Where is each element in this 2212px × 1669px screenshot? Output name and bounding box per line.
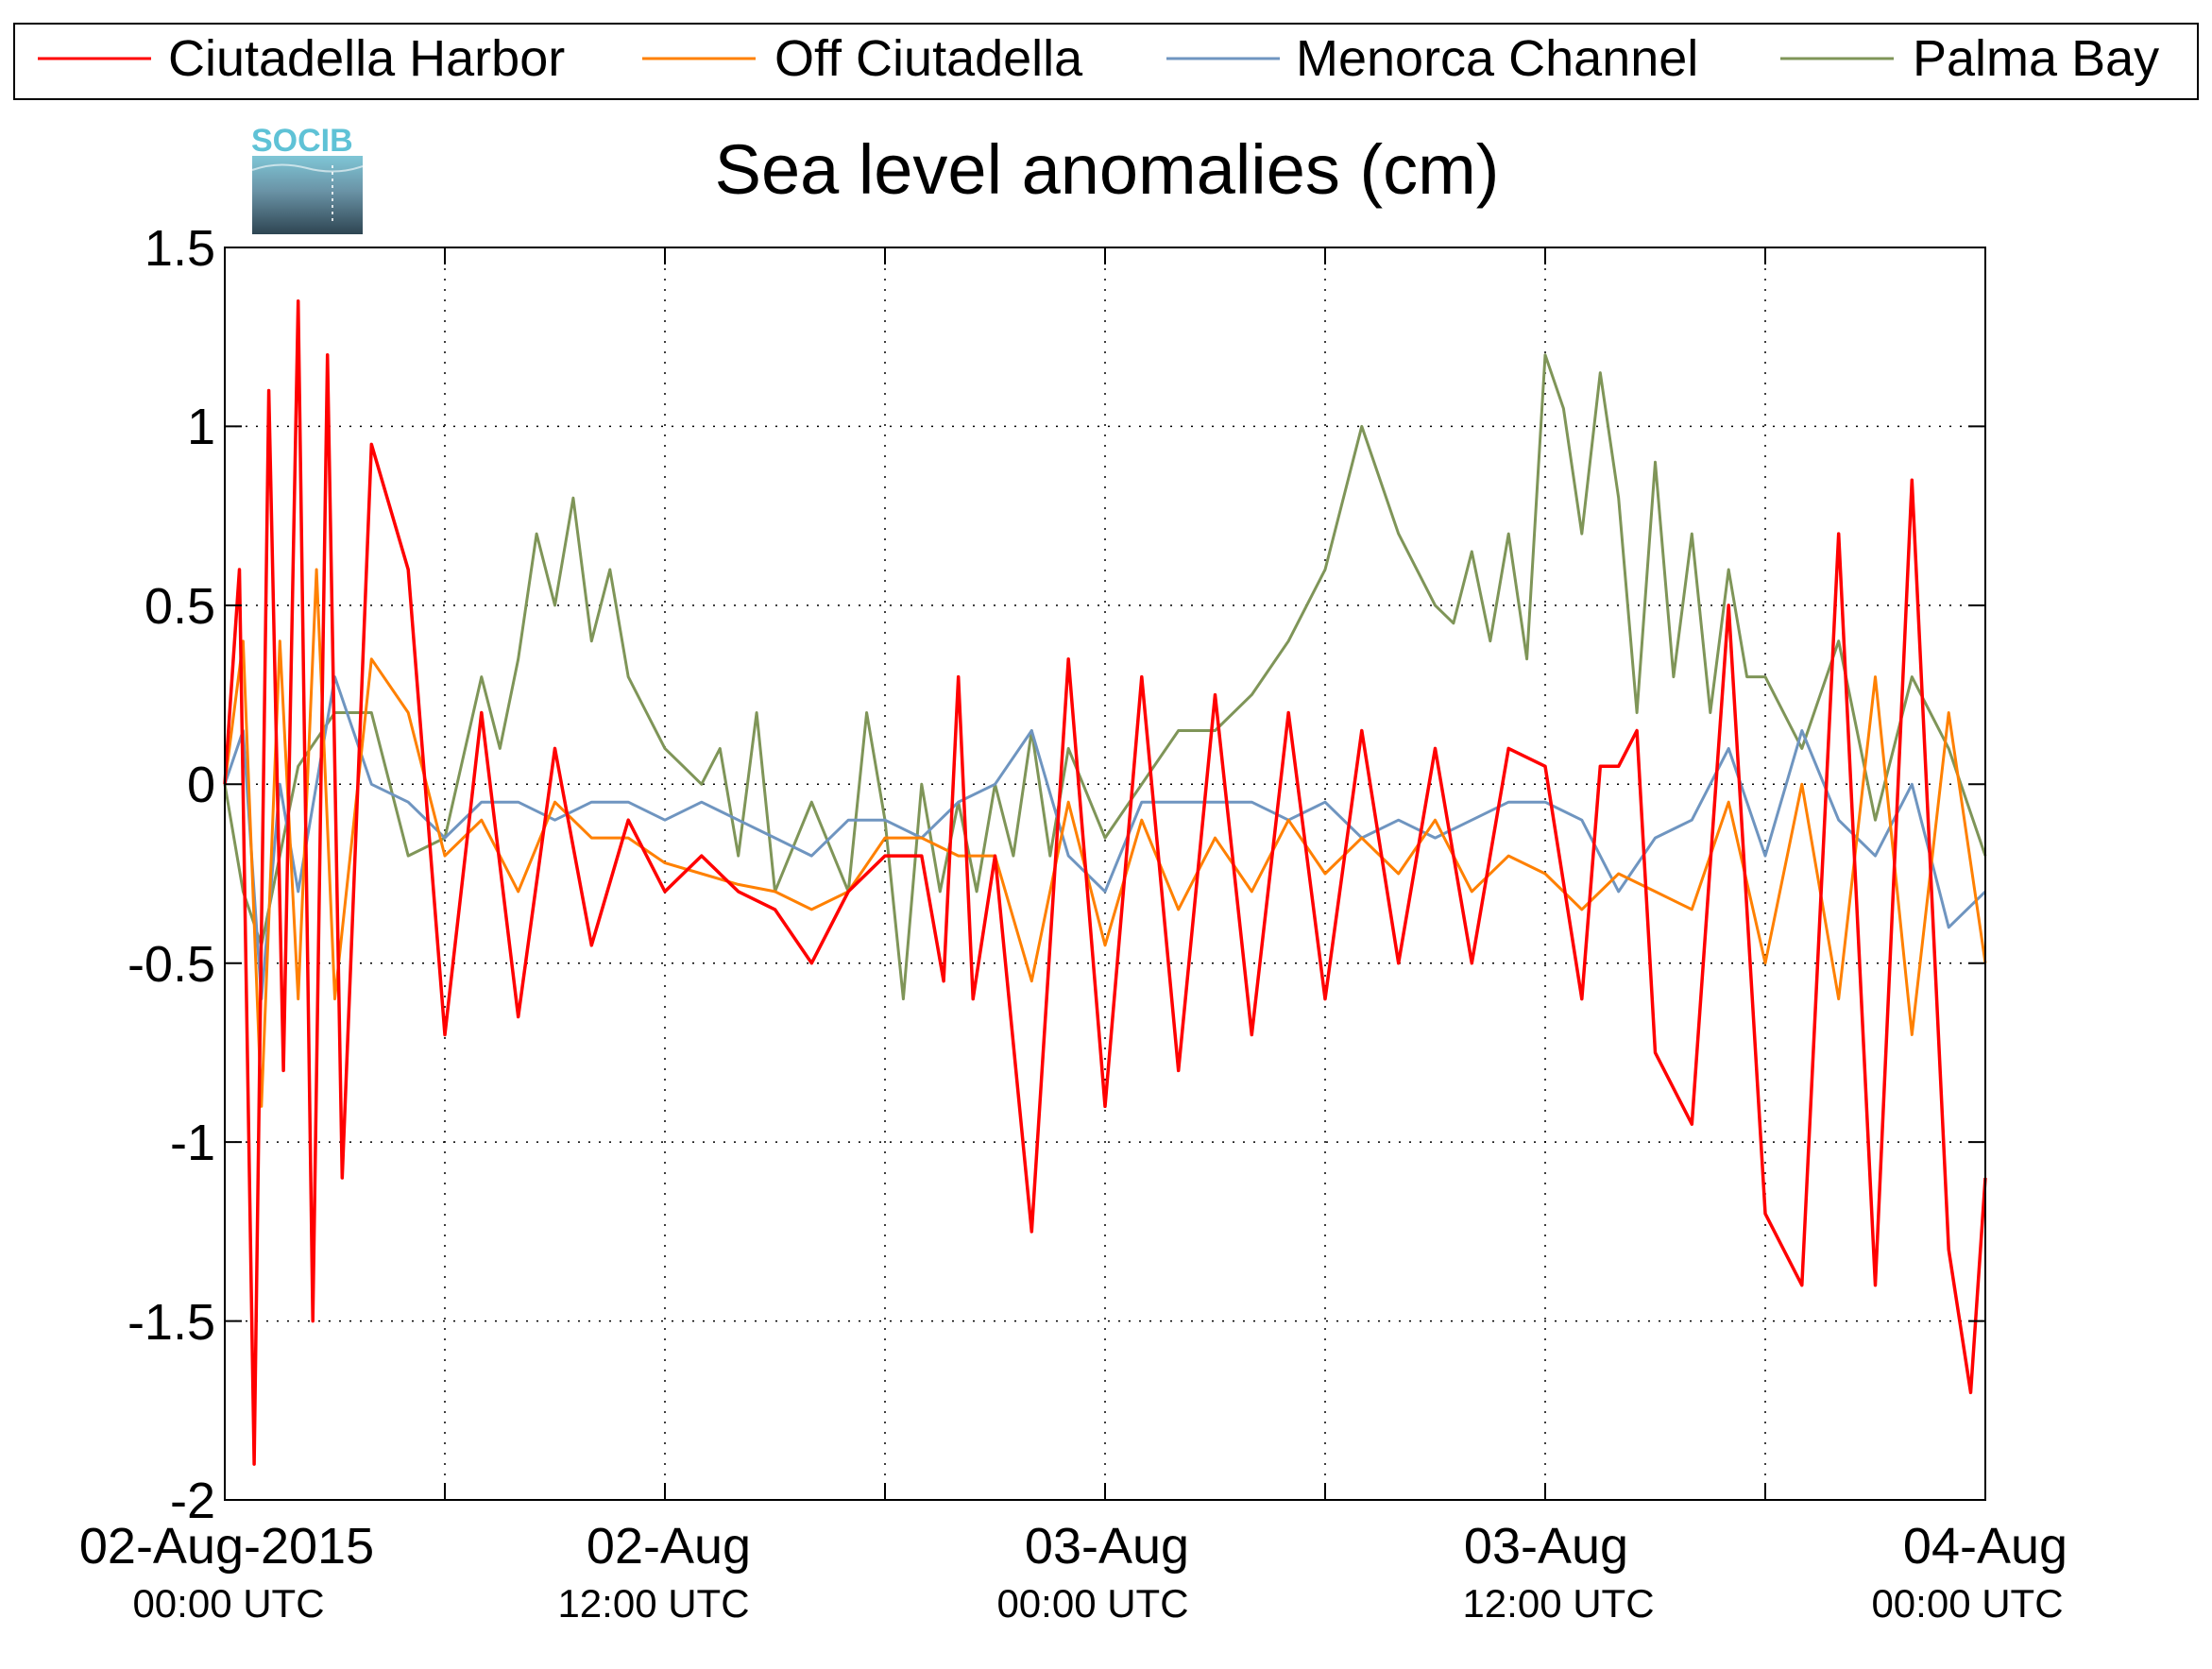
y-tick-label: 0.5 <box>145 578 215 635</box>
x-tick-time-label: 00:00 UTC <box>996 1581 1188 1626</box>
y-tick-label: -1 <box>170 1115 215 1171</box>
y-tick-label: 1 <box>187 399 215 455</box>
legend-label: Off Ciutadella <box>774 30 1083 87</box>
y-tick-label: 1.5 <box>145 220 215 277</box>
axis-ticks <box>224 247 1986 1501</box>
legend-entry-off-ciutadella: Off Ciutadella <box>642 30 1083 87</box>
x-tick-date-label: 03-Aug <box>1025 1518 1189 1575</box>
legend-label: Ciutadella Harbor <box>168 30 565 87</box>
legend-label: Menorca Channel <box>1296 30 1698 87</box>
legend-label: Palma Bay <box>1913 30 2159 87</box>
legend-box <box>13 23 2199 100</box>
chart-title: Sea level anomalies (cm) <box>715 130 1500 209</box>
y-tick-label: 0 <box>187 757 215 813</box>
y-tick-label: -1.5 <box>128 1294 215 1351</box>
x-tick-date-label: 02-Aug-2015 <box>79 1518 374 1575</box>
y-axis-labels: 1.5 1 0.5 0 -0.5 -1 -1.5 -2 <box>128 220 215 1529</box>
y-tick-label: -0.5 <box>128 936 215 993</box>
socib-logo: SOCIB <box>251 123 364 234</box>
x-tick-date-label: 04-Aug <box>1903 1518 2067 1575</box>
plot-area <box>223 247 1987 1501</box>
legend-entry-menorca-channel: Menorca Channel <box>1166 30 1698 87</box>
x-axis-labels: 02-Aug-2015 00:00 UTC 02-Aug 12:00 UTC 0… <box>79 1518 2067 1626</box>
x-tick-time-label: 12:00 UTC <box>1462 1581 1654 1626</box>
legend-entry-palma-bay: Palma Bay <box>1780 30 2159 87</box>
legend-entry-ciutadella-harbor: Ciutadella Harbor <box>38 30 565 87</box>
series-layer <box>223 299 1987 1466</box>
series-line-ciutadella-harbor <box>223 299 1987 1466</box>
x-tick-date-label: 02-Aug <box>587 1518 751 1575</box>
x-tick-time-label: 00:00 UTC <box>132 1581 324 1626</box>
y-tick-label: -2 <box>170 1473 215 1529</box>
x-tick-time-label: 00:00 UTC <box>1871 1581 2063 1626</box>
grid <box>225 247 1985 1500</box>
logo-text: SOCIB <box>251 123 353 159</box>
x-tick-time-label: 12:00 UTC <box>557 1581 749 1626</box>
x-tick-date-label: 03-Aug <box>1464 1518 1628 1575</box>
legend: Ciutadella Harbor Off Ciutadella Menorca… <box>13 23 2199 100</box>
series-line-menorca-channel <box>223 675 1987 1001</box>
